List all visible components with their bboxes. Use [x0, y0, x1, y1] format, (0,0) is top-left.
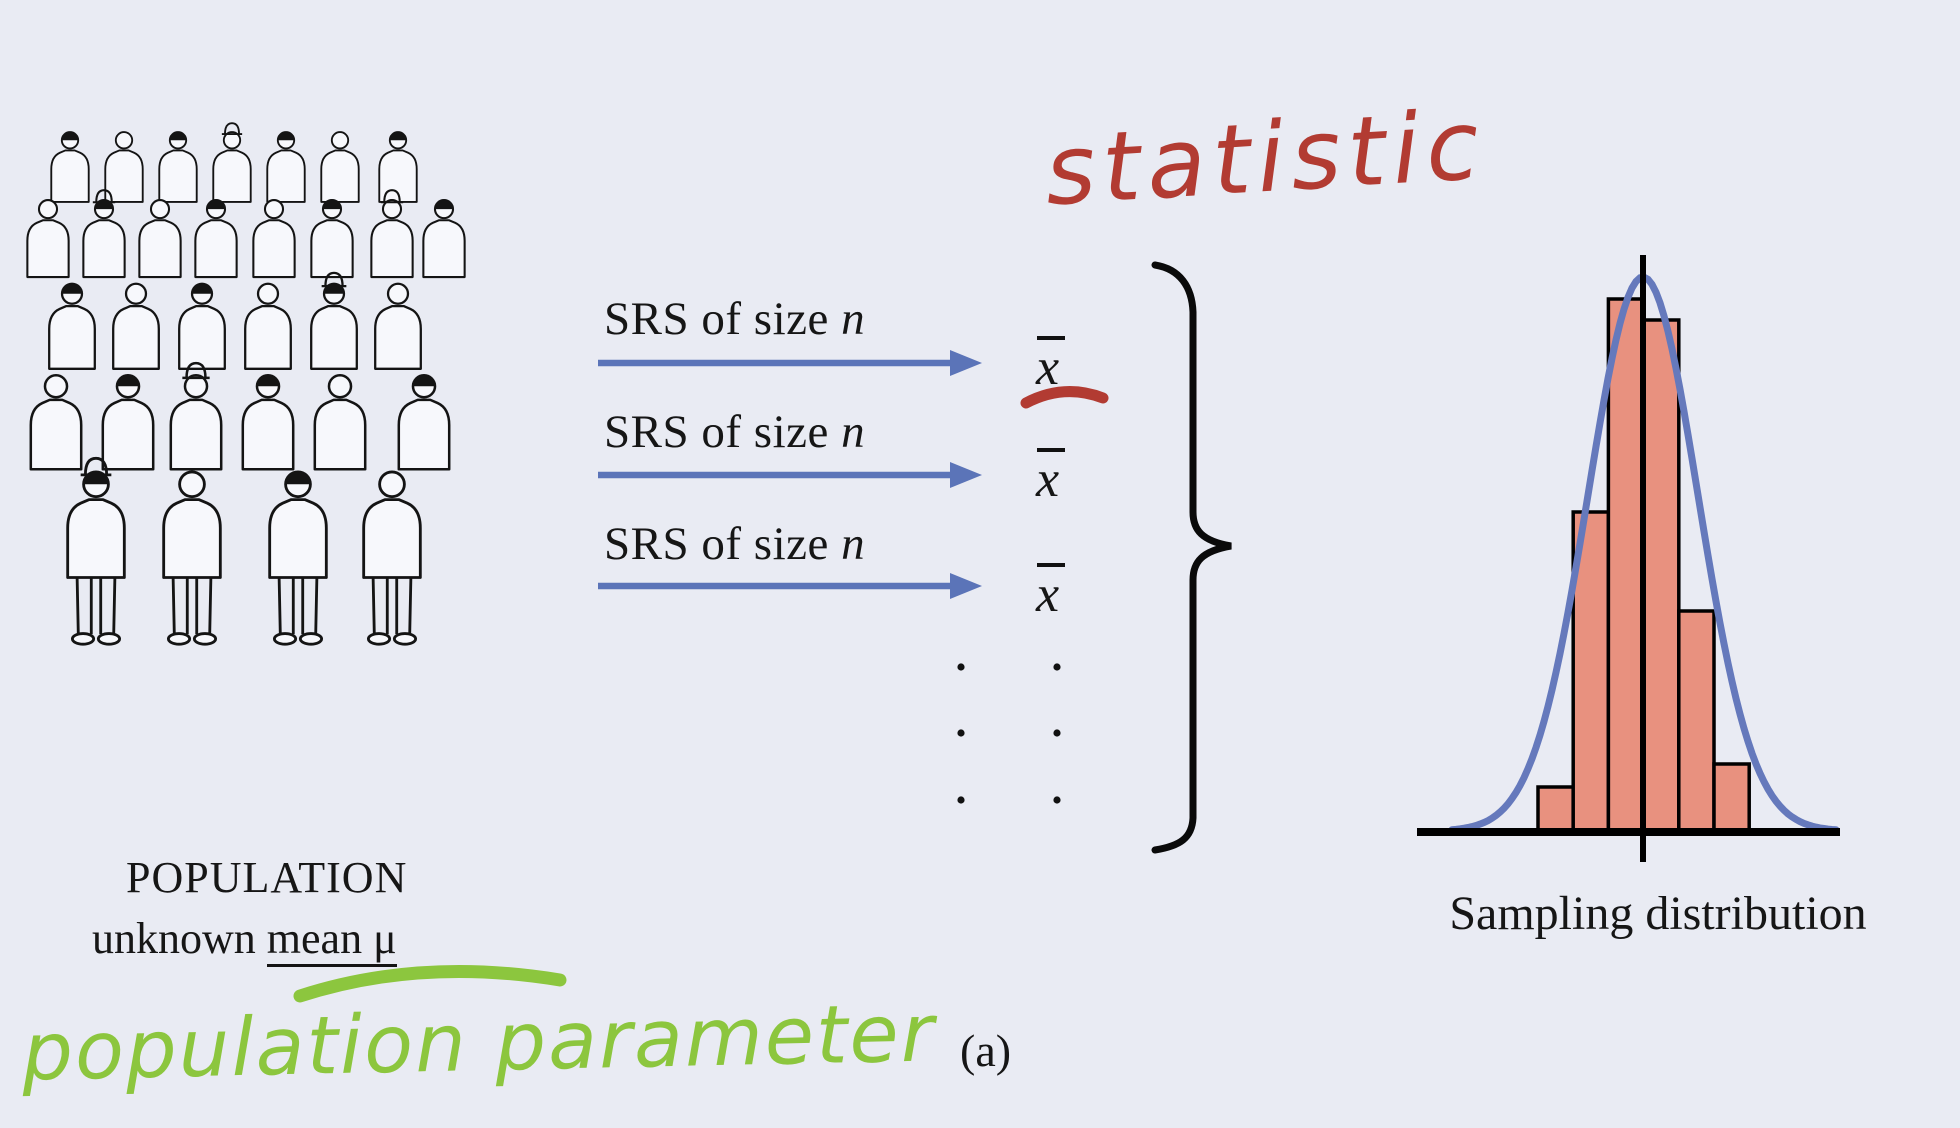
histogram-bar [1536, 785, 1575, 834]
crowd-person [252, 199, 296, 279]
crowd-person [162, 470, 222, 646]
crowd-person [104, 131, 144, 203]
sampling-distribution-chart [1417, 255, 1840, 862]
srs-label-3-var: n [841, 518, 866, 570]
caption-label: (a) [960, 1025, 1012, 1076]
crowd-person [50, 131, 90, 203]
xbar-symbol-2: x [1036, 444, 1066, 508]
crowd-person [48, 282, 96, 370]
crowd-person [112, 282, 160, 370]
histogram-bar [1712, 762, 1751, 834]
crowd-person [313, 373, 367, 471]
crowd-person [320, 131, 360, 203]
crowd-person [378, 131, 418, 203]
srs-arrow-2 [598, 462, 982, 488]
xbar-symbol-3: x [1036, 559, 1066, 623]
crowd-person [138, 199, 182, 279]
crowd-person [212, 122, 252, 203]
population-subtitle-plain: unknown [92, 914, 267, 963]
srs-label-1: SRS of size n [604, 292, 865, 346]
crowd-person [310, 271, 358, 370]
population-parameter-annotation: population parameter [21, 986, 937, 1099]
histogram-bar [1641, 318, 1681, 834]
crowd-person [310, 199, 354, 279]
grouping-brace [1151, 261, 1232, 854]
srs-label-3: SRS of size n [604, 517, 865, 571]
crowd-person [362, 470, 422, 646]
xbar-1-letter: x [1036, 339, 1060, 396]
crowd-person [397, 373, 451, 471]
crowd-person [82, 189, 126, 279]
histogram-bar [1677, 609, 1716, 834]
srs-label-2-var: n [841, 406, 866, 458]
srs-label-3-text: SRS of size [604, 518, 842, 570]
crowd-person [266, 131, 306, 203]
srs-label-1-text: SRS of size [604, 293, 842, 345]
srs-label-2: SRS of size n [604, 405, 865, 459]
histogram-bar [1606, 297, 1646, 834]
ellipsis-dots [957, 663, 1061, 804]
srs-label-2-text: SRS of size [604, 406, 842, 458]
crowd-person [29, 373, 83, 471]
crowd-person [178, 282, 226, 370]
sampling-distribution-label: Sampling distribution [1449, 887, 1867, 940]
crowd-person [268, 470, 328, 646]
crowd-figures [26, 122, 466, 646]
crowd-person [169, 361, 223, 471]
crowd-person [66, 456, 126, 646]
crowd-person [244, 282, 292, 370]
crowd-person [241, 373, 295, 471]
crowd-person [422, 199, 466, 279]
red-underline-swoosh [1020, 386, 1109, 409]
population-subtitle-underlined: mean μ [266, 914, 397, 967]
srs-label-1-var: n [841, 293, 866, 345]
crowd-person [26, 199, 70, 279]
population-subtitle: unknown mean μ [92, 913, 397, 967]
crowd-person [101, 373, 155, 471]
srs-arrow-1 [598, 350, 982, 376]
srs-arrows [598, 350, 982, 599]
srs-arrow-3 [598, 573, 982, 599]
xbar-3-letter: x [1036, 566, 1060, 623]
crowd-person [370, 189, 414, 279]
crowd-person [158, 131, 198, 203]
crowd-person [374, 282, 422, 370]
xbar-symbol-1: x [1036, 332, 1066, 396]
green-underline-swoosh [293, 964, 567, 1003]
population-title: POPULATION [126, 853, 408, 902]
crowd-person [194, 199, 238, 279]
xbar-2-letter: x [1036, 451, 1060, 508]
